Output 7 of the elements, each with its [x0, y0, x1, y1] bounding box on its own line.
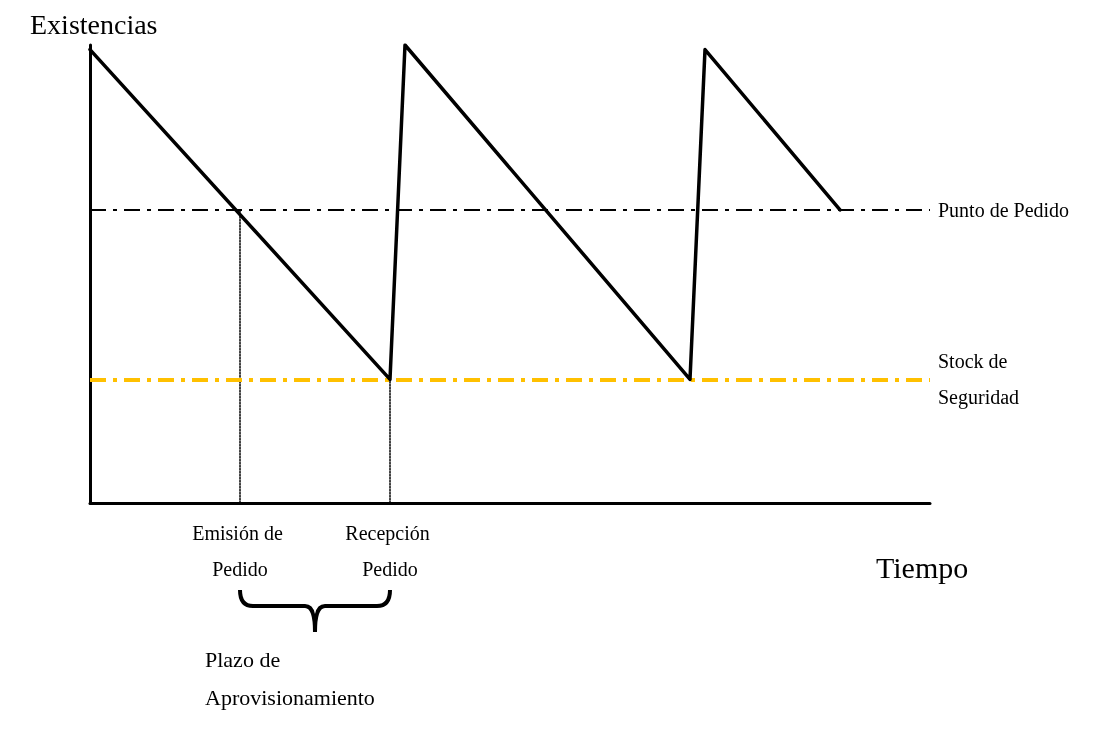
x-axis-title: Tiempo	[876, 550, 969, 584]
ref-line-label: Stock de Seguridad	[938, 350, 1020, 410]
x-tick-label: Emisión de Pedido	[192, 522, 288, 580]
y-axis-title: Existencias	[30, 8, 158, 40]
x-tick-label: Recepción Pedido	[345, 522, 435, 580]
ref-line-label: Punto de Pedido	[938, 198, 1070, 221]
text: Plazo de Aprovisionamiento	[205, 646, 375, 710]
